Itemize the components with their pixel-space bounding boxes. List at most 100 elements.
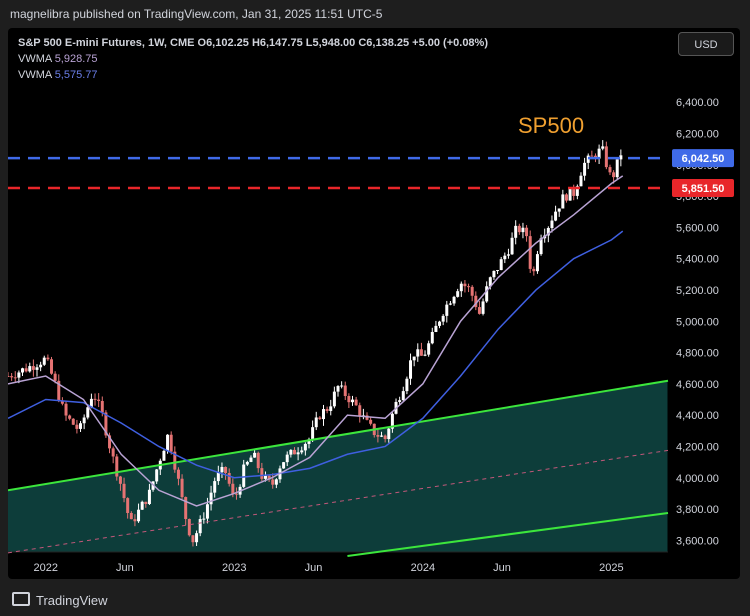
x-tick-label: Jun <box>116 562 134 574</box>
candle <box>300 450 304 453</box>
candle <box>590 155 594 157</box>
y-tick-label: 3,600.00 <box>676 535 719 547</box>
candle <box>311 427 315 440</box>
x-tick-label: 2023 <box>222 562 246 574</box>
candle <box>274 479 278 485</box>
y-tick-label: 3,800.00 <box>676 504 719 516</box>
candle <box>93 398 97 400</box>
candle <box>416 349 420 357</box>
candle <box>68 415 72 419</box>
candle <box>470 286 474 296</box>
candle <box>525 227 529 237</box>
candle <box>383 435 387 440</box>
candle <box>456 291 460 297</box>
candle <box>376 435 380 437</box>
candle <box>597 148 601 159</box>
candle <box>488 277 492 287</box>
candle <box>242 464 246 487</box>
candle <box>10 376 14 378</box>
candle <box>285 454 289 463</box>
candle <box>129 513 133 520</box>
candle <box>21 368 25 373</box>
candle <box>144 501 148 505</box>
currency-button[interactable]: USD <box>678 32 734 56</box>
candle <box>147 489 151 505</box>
candle <box>249 457 253 462</box>
candle <box>604 146 608 168</box>
candle <box>554 211 558 221</box>
candle <box>17 372 21 378</box>
candle <box>100 400 104 413</box>
candle <box>423 354 427 356</box>
candle <box>601 146 605 149</box>
candle <box>162 450 166 461</box>
candle <box>492 270 496 278</box>
candle <box>358 405 362 417</box>
chart-panel[interactable]: 3,600.00 3,800.00 4,000.00 4,200.00 4,400.00… <box>8 28 740 579</box>
y-tick-label: 4,600.00 <box>676 379 719 391</box>
candle <box>209 492 213 505</box>
candle <box>343 385 347 397</box>
candle <box>64 403 68 416</box>
candle <box>467 286 471 288</box>
candle <box>354 399 358 406</box>
candle <box>459 283 463 292</box>
candle <box>89 398 93 408</box>
candle <box>173 451 177 470</box>
x-tick-label: 2022 <box>33 562 57 574</box>
candle <box>8 376 10 378</box>
candle <box>245 461 249 465</box>
candle <box>53 373 57 381</box>
candle <box>539 238 543 255</box>
y-tick-label: 5,000.00 <box>676 316 719 328</box>
price-label: 5,851.50 <box>682 183 725 195</box>
candle <box>398 400 402 402</box>
candle <box>111 448 115 457</box>
candle <box>445 304 449 316</box>
candle <box>336 386 340 392</box>
candle <box>409 360 413 379</box>
candle <box>365 415 369 420</box>
candle <box>564 194 568 201</box>
candle <box>307 439 311 444</box>
candle <box>184 497 188 520</box>
vwma-fast-label: VWMA <box>18 53 52 65</box>
candle <box>42 357 46 365</box>
candle <box>133 519 137 522</box>
candle <box>583 162 587 176</box>
candle <box>347 396 351 403</box>
channel-fill <box>8 380 668 552</box>
candle <box>169 434 173 452</box>
candle <box>575 186 579 196</box>
candle <box>220 466 224 473</box>
candle <box>155 469 159 482</box>
price-label-box <box>672 149 734 168</box>
candle <box>474 295 478 308</box>
candle <box>213 481 217 493</box>
candlestick-chart[interactable]: 3,600.00 3,800.00 4,000.00 4,200.00 4,400.00… <box>8 28 740 579</box>
y-tick-label: 5,400.00 <box>676 254 719 266</box>
candle <box>318 417 322 420</box>
y-tick-label: 4,000.00 <box>676 473 719 485</box>
candle <box>380 435 384 437</box>
candle <box>448 303 452 305</box>
candle <box>561 194 565 209</box>
candle <box>572 188 576 196</box>
candle <box>332 391 336 407</box>
y-tick-label: 5,600.00 <box>676 222 719 234</box>
tradingview-logo[interactable]: TradingView <box>12 592 108 608</box>
candle <box>510 237 514 255</box>
candle <box>253 452 257 458</box>
candle <box>506 254 510 256</box>
candle <box>325 409 329 411</box>
candle <box>260 468 264 479</box>
x-tick-label: Jun <box>493 562 511 574</box>
candle <box>227 472 231 484</box>
symbol-line[interactable]: S&P 500 E-mini Futures, 1W, CME O6,102.2… <box>18 37 488 49</box>
candle <box>546 228 550 236</box>
candle <box>86 407 90 418</box>
candle <box>296 452 300 455</box>
candle <box>271 479 275 485</box>
candle <box>79 423 83 429</box>
candle <box>176 469 180 479</box>
